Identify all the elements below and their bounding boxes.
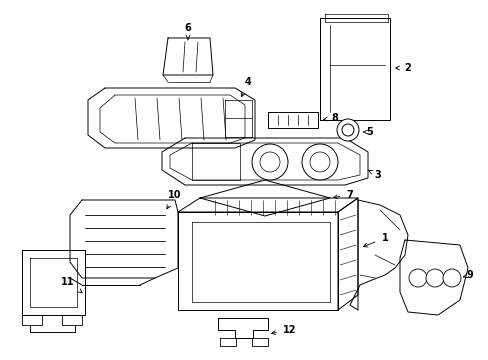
Polygon shape xyxy=(100,95,244,143)
Text: 8: 8 xyxy=(323,113,338,123)
Polygon shape xyxy=(349,200,407,310)
Polygon shape xyxy=(337,198,357,310)
Polygon shape xyxy=(163,38,213,75)
Polygon shape xyxy=(70,200,178,278)
Polygon shape xyxy=(200,180,329,216)
Circle shape xyxy=(425,269,443,287)
Polygon shape xyxy=(399,240,467,315)
Text: 1: 1 xyxy=(363,233,387,247)
Polygon shape xyxy=(170,143,359,180)
Circle shape xyxy=(442,269,460,287)
Circle shape xyxy=(408,269,426,287)
Polygon shape xyxy=(162,138,367,185)
Polygon shape xyxy=(267,112,317,128)
Polygon shape xyxy=(178,212,337,310)
Circle shape xyxy=(336,119,358,141)
Polygon shape xyxy=(178,198,357,212)
Polygon shape xyxy=(30,258,77,307)
Text: 5: 5 xyxy=(363,127,373,137)
Polygon shape xyxy=(218,318,267,338)
Circle shape xyxy=(251,144,287,180)
Text: 12: 12 xyxy=(271,325,296,335)
Text: 3: 3 xyxy=(367,170,381,180)
Polygon shape xyxy=(88,88,254,148)
Polygon shape xyxy=(224,100,251,137)
Polygon shape xyxy=(325,14,387,22)
Polygon shape xyxy=(220,338,236,346)
Polygon shape xyxy=(251,338,267,346)
Text: 9: 9 xyxy=(463,270,472,280)
Text: 10: 10 xyxy=(166,190,182,209)
Polygon shape xyxy=(22,315,42,325)
Circle shape xyxy=(302,144,337,180)
Polygon shape xyxy=(319,18,389,120)
Text: 7: 7 xyxy=(333,190,353,200)
Polygon shape xyxy=(62,315,82,325)
Polygon shape xyxy=(192,143,240,180)
Text: 11: 11 xyxy=(61,277,82,293)
Text: 2: 2 xyxy=(395,63,410,73)
Text: 4: 4 xyxy=(241,77,251,96)
Polygon shape xyxy=(22,250,85,315)
Text: 6: 6 xyxy=(184,23,191,40)
Polygon shape xyxy=(192,222,329,302)
